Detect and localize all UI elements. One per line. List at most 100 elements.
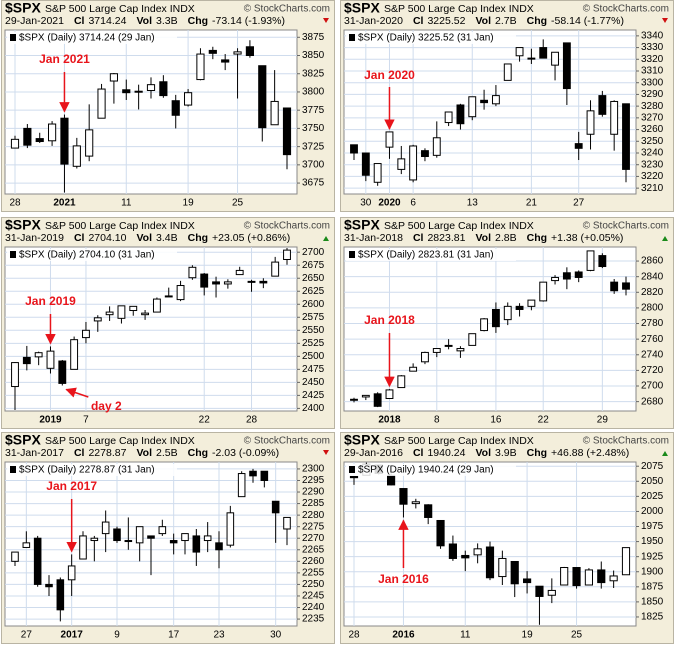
stat-value: 3714.24 — [88, 15, 126, 27]
y-tick-label: 3725 — [302, 141, 325, 152]
legend-text: $SPX (Daily) 3714.24 (29 Jan) — [19, 33, 155, 44]
candle-body — [184, 92, 193, 106]
candle-body — [135, 526, 144, 544]
stat-value: 2.5B — [156, 447, 178, 459]
quote-date: 29-Jan-2016 — [344, 447, 403, 459]
candle-body — [97, 88, 106, 119]
x-tick-label: 30 — [270, 630, 282, 641]
y-tick-label: 3800 — [302, 87, 325, 98]
candle-body — [237, 473, 246, 498]
candle-body — [385, 131, 394, 148]
candle-body — [171, 100, 180, 116]
x-tick-label: 2021 — [53, 198, 76, 209]
y-tick-label: 2680 — [641, 396, 664, 407]
stat-value: 2278.87 — [88, 447, 126, 459]
candle-body — [11, 551, 19, 562]
y-tick-label: 2250 — [302, 579, 325, 590]
x-tick-label: 27 — [573, 198, 585, 209]
y-tick-label: 3210 — [641, 183, 664, 194]
y-tick-label: 2280 — [302, 510, 325, 521]
x-tick-label: 8 — [434, 415, 440, 426]
quote-date: 31-Jan-2017 — [5, 447, 64, 459]
x-tick-label: 29 — [597, 415, 609, 426]
panel-title: $SPX — [344, 217, 380, 233]
stat-label: Chg — [188, 15, 208, 27]
y-tick-label: 2720 — [641, 365, 664, 376]
candle-body — [385, 389, 394, 400]
x-tick-label: 28 — [246, 415, 258, 426]
candle-body — [146, 84, 156, 91]
panel-subtitle: S&P 500 Large Cap Index INDX — [45, 3, 195, 15]
candle-body — [79, 535, 87, 560]
x-tick-label: 21 — [526, 198, 538, 209]
candle-body — [622, 103, 630, 170]
candle-body — [539, 47, 548, 59]
candle-body — [610, 281, 619, 292]
x-tick-label: 9 — [114, 630, 120, 641]
annotation: Jan 2018 — [364, 313, 415, 327]
candle-body — [349, 475, 359, 479]
panel-subtitle: S&P 500 Large Cap Index INDX — [45, 220, 195, 232]
y-tick-label: 2270 — [302, 533, 325, 544]
candle-body — [480, 99, 489, 104]
y-tick-label: 2260 — [302, 556, 325, 567]
candle-body — [48, 123, 57, 142]
change-marker — [662, 451, 668, 456]
panel-subtitle: S&P 500 Large Cap Index INDX — [384, 3, 534, 15]
candle-body — [432, 348, 441, 353]
panel-title: $SPX — [5, 0, 41, 16]
legend-text: $SPX (Daily) 2704.10 (31 Jan) — [19, 250, 155, 261]
candle-body — [271, 500, 280, 514]
x-tick-label: 27 — [21, 630, 33, 641]
legend-box — [7, 32, 177, 44]
source: © StockCharts.com — [583, 4, 669, 15]
stat-label: Vol — [475, 232, 491, 244]
candle-body — [215, 542, 223, 551]
candle-body — [485, 546, 495, 579]
stat-label: Vol — [136, 232, 152, 244]
candle-body — [432, 137, 441, 156]
candle-body — [259, 280, 268, 284]
y-tick-label: 2740 — [641, 349, 664, 360]
y-tick-label: 3240 — [641, 148, 664, 159]
candle-body — [560, 567, 569, 586]
stat-value: +46.88 (+2.48%) — [551, 447, 629, 459]
legend-box — [346, 464, 516, 476]
legend-swatch — [349, 34, 355, 41]
candle-body — [572, 567, 581, 587]
candle-body — [584, 569, 593, 586]
candle-body — [503, 305, 512, 321]
candle-body — [11, 362, 19, 388]
quote-line: 29-Jan-2016 Cl 1940.24 Vol 3.9B Chg +46.88 (+2… — [344, 447, 629, 459]
stat-value: 1940.24 — [427, 447, 465, 459]
y-tick-label: 3230 — [641, 159, 664, 170]
candle-body — [621, 547, 631, 576]
candle-body — [22, 356, 31, 365]
x-tick-label: 25 — [232, 198, 244, 209]
candle-body — [235, 269, 244, 276]
y-tick-label: 2275 — [302, 521, 325, 532]
candle-body — [515, 305, 524, 310]
x-tick-label: 23 — [213, 630, 225, 641]
candle-body — [456, 104, 465, 125]
candle-body — [622, 282, 630, 290]
y-tick-label: 2235 — [302, 614, 325, 625]
y-tick-label: 2255 — [302, 568, 325, 579]
candle-body — [421, 351, 429, 363]
stat-value: +23.05 (+0.86%) — [212, 232, 290, 244]
stat-label: Chg — [527, 232, 547, 244]
candle-body — [498, 557, 507, 578]
change-marker — [323, 450, 329, 455]
y-tick-label: 2475 — [302, 364, 325, 375]
y-tick-label: 1850 — [641, 597, 664, 608]
y-tick-label: 2625 — [302, 286, 325, 297]
candle-body — [598, 255, 607, 268]
candle-body — [72, 145, 81, 167]
source: © StockCharts.com — [244, 221, 330, 232]
candle-body — [109, 73, 118, 82]
candle-body — [535, 585, 544, 597]
candle-body — [117, 305, 126, 319]
y-tick-label: 2600 — [302, 299, 325, 310]
x-tick-label: 28 — [9, 198, 21, 209]
x-tick-label: 6 — [410, 198, 416, 209]
